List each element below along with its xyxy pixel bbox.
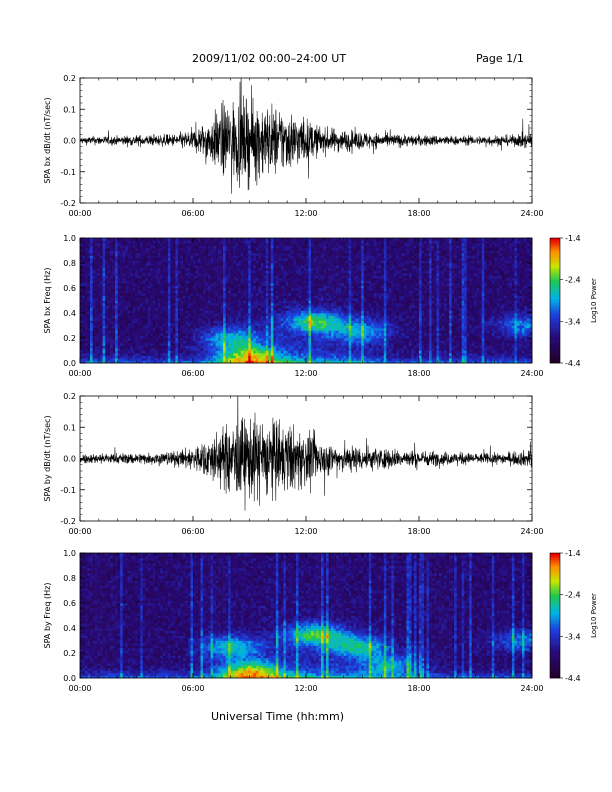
y-tick-label: 0.0 xyxy=(63,674,76,683)
x-tick-label: 06:00 xyxy=(181,684,204,693)
x-tick-label: 24:00 xyxy=(520,684,543,693)
y-axis-label: SPA bx Freq (Hz) xyxy=(43,268,52,334)
x-tick-label: 18:00 xyxy=(407,369,430,378)
x-tick-label: 18:00 xyxy=(407,527,430,536)
y-tick-label: -0.1 xyxy=(60,486,76,495)
colorbar-tick-label: -1.4 xyxy=(565,234,581,243)
y-tick-label: 0.2 xyxy=(63,334,76,343)
colorbar-tick-label: -4.4 xyxy=(565,674,581,683)
x-tick-label: 00:00 xyxy=(68,527,91,536)
panel-3: 00:00 06:00 12:00 18:00 24:00 -0.2 -0.1 0.0 0.1 0… xyxy=(43,392,544,536)
colorbar-frame xyxy=(549,552,561,679)
x-tick-label: 24:00 xyxy=(520,369,543,378)
colorbar-tick-label: -4.4 xyxy=(565,359,581,368)
x-tick-label: 24:00 xyxy=(520,209,543,218)
x-tick-label: 00:00 xyxy=(68,369,91,378)
x-tick-label: 00:00 xyxy=(68,684,91,693)
y-tick-label: 0.1 xyxy=(63,423,76,432)
panel-4: 00:00 06:00 12:00 18:00 24:00 0.0 0.2 0.4 0.6 0.8… xyxy=(43,549,544,693)
y-tick-label: 0.4 xyxy=(63,309,76,318)
y-axis-label: SPA bx dB/dt (nT/sec) xyxy=(43,97,52,183)
y-tick-label: 1.0 xyxy=(63,549,76,558)
y-tick-label: 0.0 xyxy=(63,359,76,368)
plot-frame xyxy=(79,395,533,522)
plot-frame xyxy=(79,77,533,204)
page-number: Page 1/1 xyxy=(476,52,524,65)
colorbar-tick-label: -2.4 xyxy=(565,591,581,600)
trace-3 xyxy=(80,396,532,511)
colorbar-2: -1.4 -2.4 -3.4 -4.4 Log10 Power xyxy=(549,234,598,368)
spectrogram-4 xyxy=(80,553,533,679)
y-tick-label: 0.4 xyxy=(63,624,76,633)
x-tick-label: 18:00 xyxy=(407,209,430,218)
panel-1: 00:00 06:00 12:00 18:00 24:00 -0.2 -0.1 0.0 0.1 0… xyxy=(43,74,544,218)
plot-frame xyxy=(79,552,533,679)
x-tick-label: 24:00 xyxy=(520,527,543,536)
colorbar-tick-label: -1.4 xyxy=(565,549,581,558)
y-tick-label: 0.8 xyxy=(63,574,76,583)
y-axis-label: SPA by dB/dt (nT/sec) xyxy=(43,415,52,501)
y-tick-label: 0.8 xyxy=(63,259,76,268)
colorbar-tick-label: -2.4 xyxy=(565,276,581,285)
x-tick-label: 12:00 xyxy=(294,527,317,536)
x-tick-label: 06:00 xyxy=(181,369,204,378)
colorbar-tick-label: -3.4 xyxy=(565,632,581,641)
page-title: 2009/11/02 00:00–24:00 UT xyxy=(192,52,347,65)
x-tick-label: 06:00 xyxy=(181,209,204,218)
y-axis-label: SPA by Freq (Hz) xyxy=(43,583,52,649)
y-tick-label: 0.0 xyxy=(63,455,76,464)
x-tick-label: 12:00 xyxy=(294,209,317,218)
plot-frame xyxy=(79,237,533,364)
y-tick-label: 0.2 xyxy=(63,649,76,658)
trace-1 xyxy=(80,78,532,194)
x-tick-label: 12:00 xyxy=(294,369,317,378)
x-tick-label: 12:00 xyxy=(294,684,317,693)
y-tick-label: -0.1 xyxy=(60,168,76,177)
colorbar-tick-label: -3.4 xyxy=(565,317,581,326)
x-axis-title: Universal Time (hh:mm) xyxy=(211,710,344,723)
y-tick-label: 0.2 xyxy=(63,74,76,83)
x-tick-label: 00:00 xyxy=(68,209,91,218)
y-tick-label: 1.0 xyxy=(63,234,76,243)
colorbar-4: -1.4 -2.4 -3.4 -4.4 Log10 Power xyxy=(549,549,598,683)
y-tick-label: -0.2 xyxy=(60,199,76,208)
x-tick-label: 18:00 xyxy=(407,684,430,693)
y-tick-label: 0.2 xyxy=(63,392,76,401)
y-tick-label: 0.6 xyxy=(63,599,76,608)
y-tick-label: 0.0 xyxy=(63,137,76,146)
y-tick-label: -0.2 xyxy=(60,517,76,526)
panel-2: 00:00 06:00 12:00 18:00 24:00 0.0 0.2 0.4 0.6 0.8… xyxy=(43,234,544,378)
colorbar-label: Log10 Power xyxy=(590,593,598,638)
colorbar-label: Log10 Power xyxy=(590,278,598,323)
y-tick-label: 0.6 xyxy=(63,284,76,293)
y-tick-label: 0.1 xyxy=(63,105,76,114)
x-tick-label: 06:00 xyxy=(181,527,204,536)
colorbar-frame xyxy=(549,237,561,364)
spectrogram-2 xyxy=(80,238,533,364)
